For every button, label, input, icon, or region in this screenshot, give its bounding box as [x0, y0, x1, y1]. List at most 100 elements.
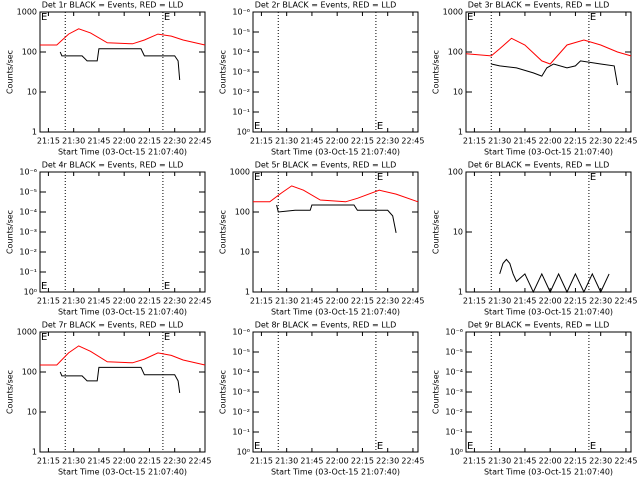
x-tick-label: 21:15 [37, 137, 60, 146]
x-tick-label: 21:30 [275, 297, 298, 306]
x-tick-label: 21:15 [250, 457, 273, 466]
x-tick-label: 22:45 [614, 457, 637, 466]
y-tick-label: 10⁻⁶ [232, 328, 250, 337]
y-tick-label: 10⁻⁵ [445, 348, 463, 357]
x-tick-label: 22:30 [589, 137, 612, 146]
x-tick-label: 22:15 [564, 457, 587, 466]
y-tick-label: 100 [235, 208, 250, 217]
x-tick-label: 22:45 [614, 297, 637, 306]
panel-title: Det 6r BLACK = Events, RED = LLD [468, 161, 610, 170]
plot-frame [465, 11, 632, 133]
y-tick-label: 10⁰ [237, 128, 250, 137]
y-tick-label: 10⁻⁴ [19, 208, 37, 217]
y-tick-label: 10⁻⁵ [232, 28, 250, 37]
x-tick-label: 21:45 [300, 457, 323, 466]
x-tick-label: 22:15 [351, 457, 374, 466]
x-tick-label: 22:30 [589, 457, 612, 466]
x-tick-label: 21:45 [87, 297, 110, 306]
x-tick-label: 22:30 [376, 137, 399, 146]
y-tick-label: 10 [453, 228, 463, 237]
x-tick-label: 21:45 [513, 457, 536, 466]
y-tick-label: 100 [22, 48, 37, 57]
x-axis-label: Start Time (03-Oct-15 21:07:40) [484, 148, 613, 157]
x-tick-label: 21:15 [37, 297, 60, 306]
panel-title: Det 5r BLACK = Events, RED = LLD [255, 161, 397, 170]
e-marker: E [590, 441, 596, 452]
y-tick-label: 10⁰ [24, 288, 37, 297]
y-tick-label: 10⁻² [19, 248, 37, 257]
y-tick-label: 10⁻¹ [19, 268, 37, 277]
plot-frame [252, 331, 419, 453]
x-tick-label: 22:30 [163, 297, 186, 306]
x-tick-label: 22:15 [564, 297, 587, 306]
x-tick-label: 21:45 [87, 457, 110, 466]
panel-title: Det 4r BLACK = Events, RED = LLD [42, 161, 184, 170]
y-tick-label: 10⁻⁵ [232, 348, 250, 357]
plot-frame [39, 11, 206, 133]
y-tick-label: 10 [453, 88, 463, 97]
x-tick-label: 21:15 [250, 137, 273, 146]
plot-frame [39, 331, 206, 453]
x-tick-label: 22:15 [564, 137, 587, 146]
y-tick-label: 10⁻⁶ [445, 328, 463, 337]
x-tick-label: 21:30 [62, 137, 85, 146]
panel-title: Det 9r BLACK = Events, RED = LLD [468, 321, 610, 330]
x-axis-label: Start Time (03-Oct-15 21:07:40) [58, 468, 187, 477]
y-tick-label: 10⁻¹ [232, 428, 250, 437]
y-axis-label: Counts/sec [6, 210, 15, 254]
x-tick-label: 21:45 [87, 137, 110, 146]
x-tick-label: 22:45 [188, 457, 211, 466]
y-tick-label: 1000 [17, 328, 37, 337]
x-tick-label: 22:45 [614, 137, 637, 146]
x-tick-label: 22:45 [188, 137, 211, 146]
series-line [253, 185, 419, 203]
x-tick-label: 21:30 [488, 457, 511, 466]
x-tick-label: 21:30 [62, 457, 85, 466]
panel-title: Det 1r BLACK = Events, RED = LLD [42, 1, 184, 10]
y-axis-label: Counts/sec [432, 210, 441, 254]
x-axis-label: Start Time (03-Oct-15 21:07:40) [484, 468, 613, 477]
x-tick-label: 22:30 [376, 297, 399, 306]
y-tick-label: 10⁻³ [19, 228, 37, 237]
y-axis-label: Counts/sec [432, 50, 441, 94]
x-axis-label: Start Time (03-Oct-15 21:07:40) [58, 308, 187, 317]
e-marker: E [254, 172, 260, 183]
e-marker: E [254, 121, 260, 132]
y-tick-label: 1 [32, 128, 37, 137]
e-marker: E [377, 441, 383, 452]
y-tick-label: 100 [448, 48, 463, 57]
plot-frame [252, 11, 419, 133]
y-tick-label: 1 [245, 288, 250, 297]
x-tick-label: 21:15 [250, 297, 273, 306]
y-tick-label: 10⁻⁵ [19, 188, 37, 197]
y-axis-label: Counts/sec [6, 50, 15, 94]
plot-frame [465, 331, 632, 453]
x-tick-label: 22:30 [376, 457, 399, 466]
x-axis-label: Start Time (03-Oct-15 21:07:40) [58, 148, 187, 157]
y-axis-label: Counts/sec [219, 370, 228, 414]
y-tick-label: 1000 [17, 8, 37, 17]
y-tick-label: 10 [27, 408, 37, 417]
x-tick-label: 22:15 [351, 137, 374, 146]
x-tick-label: 22:15 [138, 297, 161, 306]
x-tick-label: 21:30 [275, 137, 298, 146]
x-tick-label: 22:15 [138, 457, 161, 466]
x-tick-label: 22:00 [539, 297, 562, 306]
x-tick-label: 22:00 [539, 137, 562, 146]
x-tick-label: 21:45 [300, 137, 323, 146]
x-tick-label: 22:00 [326, 457, 349, 466]
e-marker: E [164, 12, 170, 23]
x-tick-label: 21:30 [275, 457, 298, 466]
y-axis-label: Counts/sec [432, 370, 441, 414]
e-marker: E [41, 12, 47, 23]
x-tick-label: 21:15 [37, 457, 60, 466]
y-tick-label: 10⁻³ [445, 388, 463, 397]
x-tick-label: 21:15 [463, 457, 486, 466]
y-tick-label: 10⁻³ [232, 388, 250, 397]
panel-title: Det 8r BLACK = Events, RED = LLD [255, 321, 397, 330]
x-tick-label: 21:45 [300, 297, 323, 306]
series-line [491, 60, 618, 86]
x-tick-label: 22:30 [589, 297, 612, 306]
y-tick-label: 10⁻¹ [445, 428, 463, 437]
x-tick-label: 22:30 [163, 457, 186, 466]
